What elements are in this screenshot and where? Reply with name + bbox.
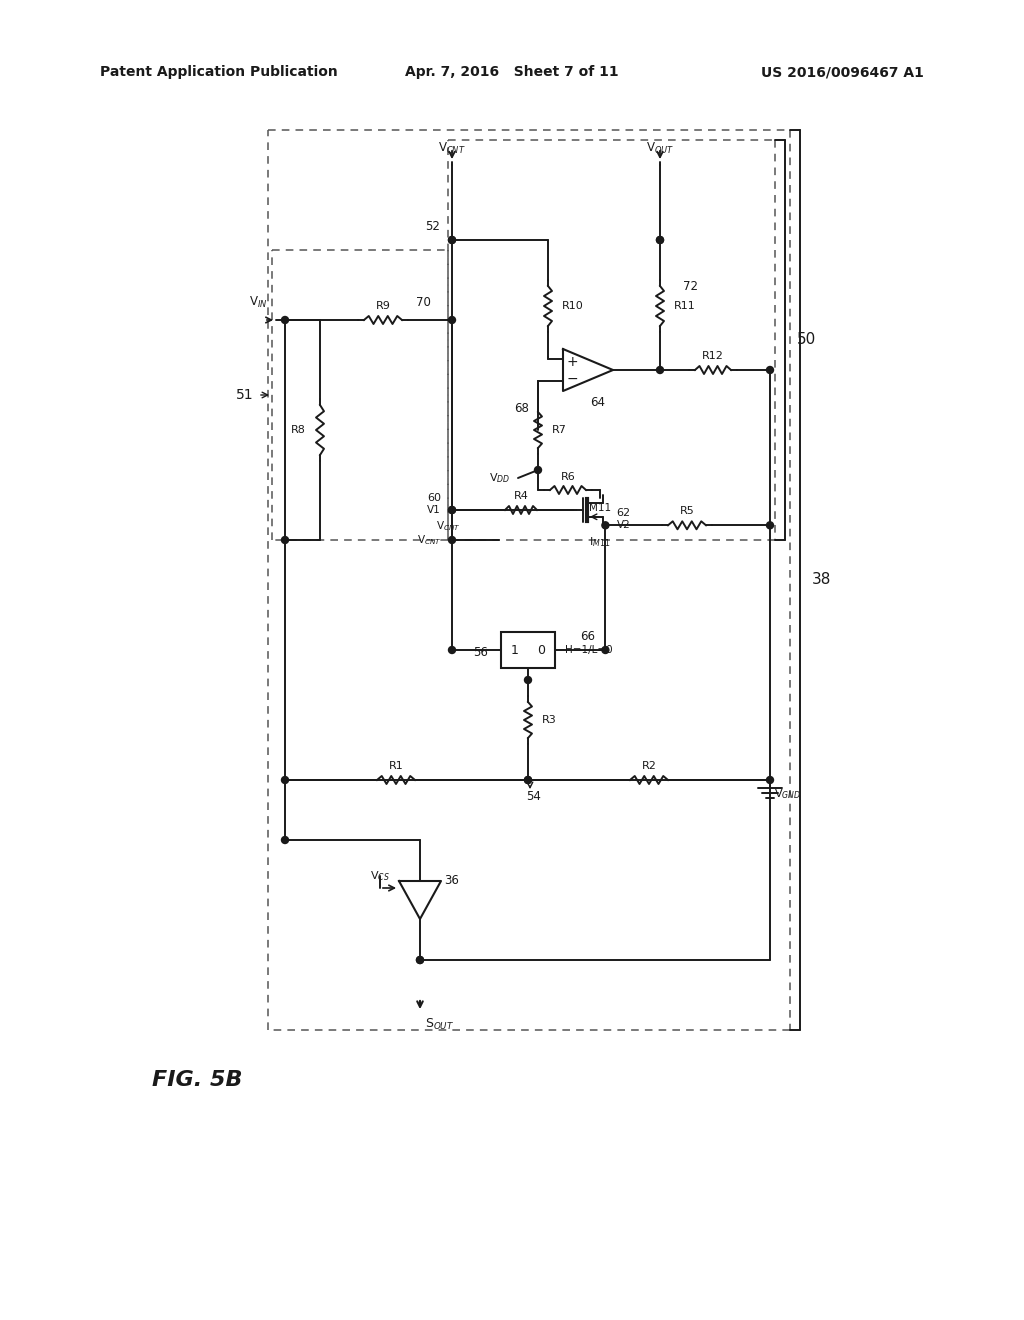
Text: 36: 36: [444, 874, 460, 887]
Circle shape: [767, 521, 773, 529]
Circle shape: [449, 507, 456, 513]
Text: V$_{CNT}$: V$_{CNT}$: [438, 140, 466, 156]
Text: 70: 70: [416, 296, 430, 309]
Circle shape: [656, 236, 664, 243]
Circle shape: [282, 317, 289, 323]
Text: 62: 62: [616, 508, 631, 519]
Text: FIG. 5B: FIG. 5B: [152, 1071, 243, 1090]
Text: V$_{DD}$: V$_{DD}$: [488, 471, 510, 484]
Text: V$_{CS}$: V$_{CS}$: [370, 869, 390, 883]
Circle shape: [535, 466, 542, 474]
Text: 52: 52: [425, 219, 440, 232]
Text: 1: 1: [511, 644, 518, 656]
Circle shape: [449, 507, 456, 513]
Circle shape: [417, 957, 424, 964]
Circle shape: [602, 647, 609, 653]
Text: 38: 38: [812, 573, 831, 587]
Text: S$_{OUT}$: S$_{OUT}$: [425, 1016, 455, 1031]
Circle shape: [767, 776, 773, 784]
Circle shape: [282, 776, 289, 784]
Circle shape: [656, 236, 664, 243]
Circle shape: [282, 536, 289, 544]
Text: R3: R3: [542, 715, 557, 725]
Circle shape: [449, 317, 456, 323]
Text: I$_{M11}$: I$_{M11}$: [590, 535, 610, 549]
Text: 66: 66: [581, 630, 596, 643]
Text: V$_{IN}$: V$_{IN}$: [250, 294, 268, 310]
Circle shape: [417, 957, 424, 964]
Text: 50: 50: [797, 333, 816, 347]
Text: 60: 60: [427, 492, 441, 503]
Text: 51: 51: [237, 388, 254, 403]
Text: V$_{CNT}$: V$_{CNT}$: [418, 533, 442, 546]
Text: R12: R12: [702, 351, 724, 360]
Text: 54: 54: [526, 789, 542, 803]
Circle shape: [449, 647, 456, 653]
Text: R6: R6: [560, 473, 575, 482]
Text: Patent Application Publication: Patent Application Publication: [100, 65, 338, 79]
Text: R11: R11: [674, 301, 695, 312]
Text: V$_{GND}$: V$_{GND}$: [774, 787, 801, 801]
Text: R9: R9: [376, 301, 390, 312]
Text: US 2016/0096467 A1: US 2016/0096467 A1: [761, 65, 924, 79]
Text: 64: 64: [591, 396, 605, 408]
Text: V1: V1: [427, 506, 441, 515]
Text: −: −: [566, 371, 578, 385]
Text: R2: R2: [642, 762, 656, 771]
Circle shape: [524, 776, 531, 784]
Text: R8: R8: [291, 425, 306, 436]
Circle shape: [767, 367, 773, 374]
Circle shape: [656, 367, 664, 374]
Circle shape: [524, 776, 531, 784]
Text: 0: 0: [538, 644, 546, 656]
Text: V$_{OUT}$: V$_{OUT}$: [646, 140, 674, 156]
Circle shape: [282, 837, 289, 843]
Circle shape: [524, 676, 531, 684]
Text: 68: 68: [515, 401, 529, 414]
Text: M11: M11: [589, 503, 611, 513]
Text: R7: R7: [552, 425, 567, 436]
Text: +: +: [566, 355, 578, 368]
Text: 72: 72: [683, 280, 697, 293]
Bar: [501, 632, 555, 668]
Text: Apr. 7, 2016   Sheet 7 of 11: Apr. 7, 2016 Sheet 7 of 11: [406, 65, 618, 79]
Text: V$_{CNT}$: V$_{CNT}$: [435, 519, 461, 533]
Text: H=1/L=0: H=1/L=0: [565, 645, 612, 655]
Circle shape: [449, 236, 456, 243]
Circle shape: [602, 521, 609, 529]
Circle shape: [449, 236, 456, 243]
Text: V2: V2: [616, 520, 631, 531]
Circle shape: [449, 536, 456, 544]
Text: R5: R5: [680, 507, 694, 516]
Text: R1: R1: [389, 762, 403, 771]
Text: 56: 56: [473, 645, 488, 659]
Text: R4: R4: [514, 491, 528, 502]
Text: R10: R10: [562, 301, 584, 312]
